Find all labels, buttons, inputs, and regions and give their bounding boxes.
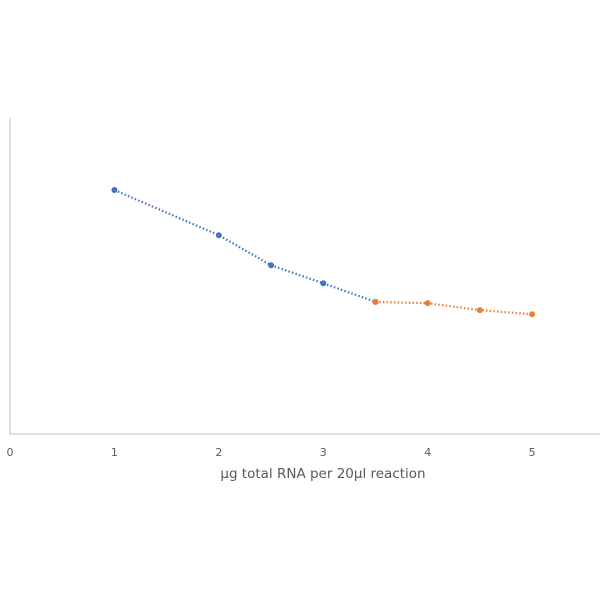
data-point-series-1-4 [320,280,327,287]
x-axis-title: µg total RNA per 20µl reaction [220,466,425,482]
x-tick-label-3: 3 [320,446,327,459]
data-point-series-2-3 [476,307,483,314]
trendlines [113,189,533,316]
x-tick-label-2: 2 [215,446,222,459]
trendline-series-1 [113,189,376,303]
data-point-series-2-1 [372,298,379,305]
data-points [111,187,536,318]
data-point-series-1-1 [111,187,118,194]
data-point-series-1-2 [215,232,222,239]
data-point-series-2-4 [529,311,536,318]
x-tick-label-1: 1 [111,446,118,459]
data-point-series-2-2 [424,300,431,307]
trendline-series-2 [375,300,533,316]
x-tick-labels: 0 1 2 3 4 5 [7,446,536,459]
x-tick-label-4: 4 [424,446,431,459]
x-tick-label-0: 0 [7,446,14,459]
data-point-series-1-3 [268,262,275,269]
x-tick-label-5: 5 [529,446,536,459]
